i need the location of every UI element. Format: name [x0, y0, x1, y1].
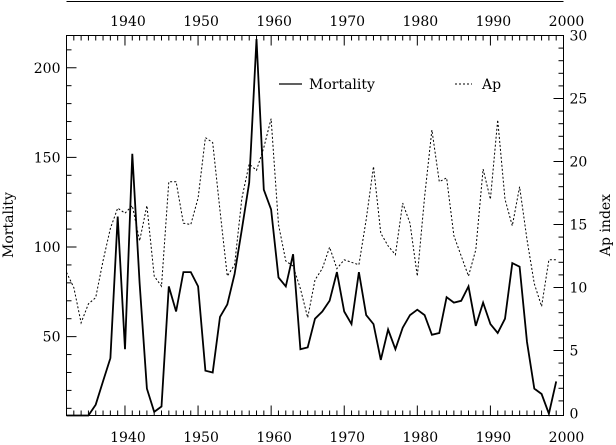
axis-ticks: 1940 1950 1960 1970 1980 1990 2000501001502000… [34, 29, 588, 445]
y-axis-label-left: Mortality [1, 192, 17, 258]
x-tick-label-top: 1940 [110, 14, 146, 30]
x-tick-label: 1990 [476, 430, 512, 445]
x-tick-label: 1960 [256, 430, 292, 445]
x-tick-label: 1940 [110, 430, 146, 445]
y2-tick-label: 15 [570, 217, 588, 233]
y-tick-label: 100 [34, 240, 61, 256]
legend-ap-label: Ap [481, 77, 501, 93]
x-tick-label-top: 1980 [403, 14, 439, 30]
y2-tick-label: 25 [570, 91, 588, 107]
x-tick-label: 1970 [329, 430, 365, 445]
y2-tick-label: 5 [570, 343, 579, 359]
x-tick-label: 1980 [403, 430, 439, 445]
y-tick-label: 50 [43, 330, 61, 346]
legend-mortality-label: Mortality [309, 77, 375, 93]
y2-tick-label: 0 [570, 406, 579, 422]
y-tick-label: 150 [34, 150, 61, 166]
x-tick-label: 1950 [183, 430, 219, 445]
x-tick-label: 2000 [549, 430, 585, 445]
y2-tick-label: 10 [570, 280, 588, 296]
x-tick-label-top: 1990 [476, 14, 512, 30]
x-tick-label-top: 1960 [256, 14, 292, 30]
x-tick-label-top: 2000 [549, 14, 585, 30]
y2-tick-label: 30 [570, 29, 588, 45]
y-axis-label-right: Ap index [598, 194, 614, 257]
upper-panel-fragment: 1940 1950 1960 1970 1980 1990 2000 [66, 1, 585, 30]
y2-tick-label: 20 [570, 154, 588, 170]
series-line-mortality [66, 39, 558, 417]
series-lines [66, 39, 558, 417]
y-tick-label: 200 [34, 61, 61, 77]
legend: Mortality Ap [279, 77, 501, 93]
x-tick-label-top: 1970 [329, 14, 365, 30]
x-tick-label-top: 1950 [183, 14, 219, 30]
